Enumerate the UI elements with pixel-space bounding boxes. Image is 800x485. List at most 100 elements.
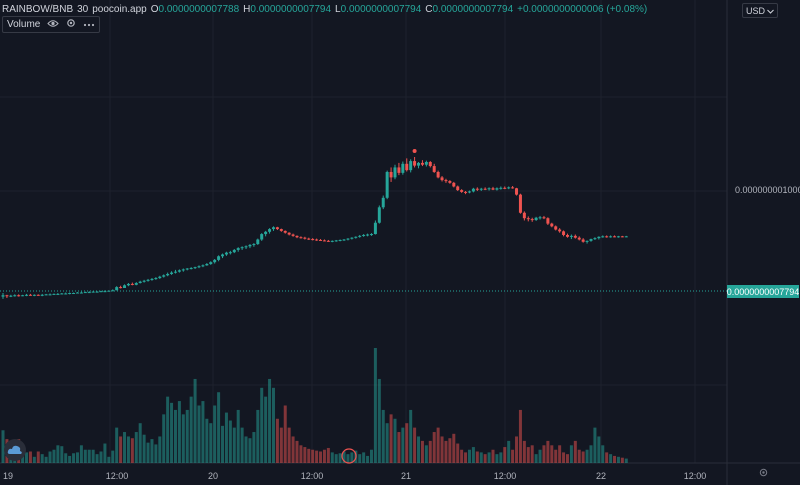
volume-bar bbox=[244, 436, 248, 463]
more-icon[interactable] bbox=[83, 20, 95, 30]
candle-body bbox=[193, 267, 197, 269]
candle-body bbox=[385, 171, 389, 198]
candle-body bbox=[9, 295, 13, 297]
time-axis-label: 21 bbox=[400, 471, 412, 481]
volume-bar bbox=[456, 443, 460, 463]
candle-body bbox=[224, 252, 228, 255]
candle-body bbox=[369, 234, 373, 236]
candle-body bbox=[542, 217, 546, 219]
volume-bar bbox=[193, 378, 197, 463]
candle-body bbox=[146, 279, 150, 281]
volume-bar bbox=[158, 436, 162, 463]
close-value: 0.0000000007794 bbox=[432, 4, 514, 15]
candle-body bbox=[354, 236, 358, 238]
candle-body bbox=[119, 287, 123, 289]
volume-bar bbox=[315, 450, 319, 463]
candle-body bbox=[123, 285, 127, 289]
currency-select[interactable]: USD bbox=[741, 3, 778, 18]
volume-bar bbox=[99, 451, 103, 463]
candle-body bbox=[142, 280, 146, 282]
volume-bar bbox=[287, 427, 291, 463]
volume-bar bbox=[471, 447, 475, 463]
volume-bar bbox=[134, 432, 138, 463]
candle-body bbox=[138, 281, 142, 284]
volume-bar bbox=[624, 458, 628, 463]
candle-body bbox=[322, 240, 326, 242]
candle-body bbox=[573, 235, 577, 238]
candle-body bbox=[134, 283, 138, 285]
volume-study-legend[interactable]: Volume bbox=[2, 16, 101, 33]
volume-bar bbox=[538, 449, 542, 463]
volume-bar bbox=[271, 387, 275, 463]
candle-body bbox=[103, 291, 107, 293]
volume-bar bbox=[616, 456, 620, 463]
volume-bar bbox=[307, 448, 311, 463]
candle-body bbox=[526, 218, 530, 220]
candle-body bbox=[511, 187, 515, 189]
volume-bar bbox=[150, 439, 154, 463]
volume-bar bbox=[491, 449, 495, 463]
settings-gear-icon[interactable] bbox=[758, 467, 769, 481]
candle-body bbox=[21, 295, 25, 297]
candle-body bbox=[562, 231, 566, 235]
volume-bar bbox=[52, 449, 56, 463]
volume-bar bbox=[464, 452, 468, 463]
volume-bar bbox=[444, 440, 448, 463]
volume-bar bbox=[558, 445, 562, 463]
candle-body bbox=[362, 234, 366, 236]
volume-bar bbox=[64, 453, 68, 463]
app-logo[interactable] bbox=[4, 439, 26, 461]
candle-body bbox=[518, 194, 522, 213]
volume-study-label: Volume bbox=[7, 19, 41, 30]
candle-body bbox=[158, 276, 162, 279]
volume-bar bbox=[170, 402, 174, 463]
volume-bar bbox=[44, 456, 48, 463]
candle-body bbox=[569, 235, 573, 237]
candle-body bbox=[36, 294, 40, 296]
cloud-icon bbox=[7, 445, 22, 454]
candle-body bbox=[303, 237, 307, 239]
candle-body bbox=[460, 190, 464, 192]
candle-body bbox=[244, 246, 248, 248]
eye-icon[interactable] bbox=[47, 19, 60, 31]
candle-body bbox=[405, 163, 409, 171]
candle-body bbox=[577, 237, 581, 240]
candle-body bbox=[260, 234, 264, 240]
volume-bar bbox=[303, 447, 307, 463]
candle-body bbox=[283, 230, 287, 233]
volume-bar bbox=[209, 423, 213, 463]
candle-body bbox=[115, 287, 119, 291]
candle-body bbox=[252, 244, 256, 246]
candle-body bbox=[240, 247, 244, 249]
settings-icon[interactable] bbox=[66, 18, 76, 31]
candle-body bbox=[64, 293, 68, 295]
symbol-name[interactable]: RAINBOW/BNB bbox=[2, 4, 74, 15]
volume-bar bbox=[366, 455, 370, 463]
candle-body bbox=[44, 294, 48, 296]
volume-bar bbox=[111, 450, 115, 463]
time-axis-label: 22 bbox=[595, 471, 607, 481]
volume-bar bbox=[146, 442, 150, 463]
volume-bar bbox=[56, 445, 60, 463]
volume-bar bbox=[413, 427, 417, 463]
volume-bar bbox=[75, 452, 79, 463]
candle-body bbox=[279, 229, 283, 231]
candle-body bbox=[307, 238, 311, 240]
interval-label[interactable]: 30 bbox=[77, 4, 89, 15]
volume-bar bbox=[126, 436, 130, 463]
volume-bar bbox=[483, 454, 487, 463]
candle-body bbox=[271, 227, 275, 230]
candle-body bbox=[52, 293, 56, 295]
volume-bar bbox=[424, 445, 428, 463]
candle-body bbox=[452, 182, 456, 187]
candle-body bbox=[444, 180, 448, 182]
time-axis-label: 12:00 bbox=[493, 471, 517, 481]
candle-body bbox=[546, 218, 550, 224]
candle-body bbox=[60, 293, 64, 295]
volume-bar bbox=[83, 449, 87, 463]
volume-bar bbox=[240, 427, 244, 463]
price-axis-tick: 0.0000000010000 bbox=[735, 185, 800, 195]
volume-bar bbox=[228, 420, 232, 463]
volume-bar bbox=[420, 440, 424, 463]
